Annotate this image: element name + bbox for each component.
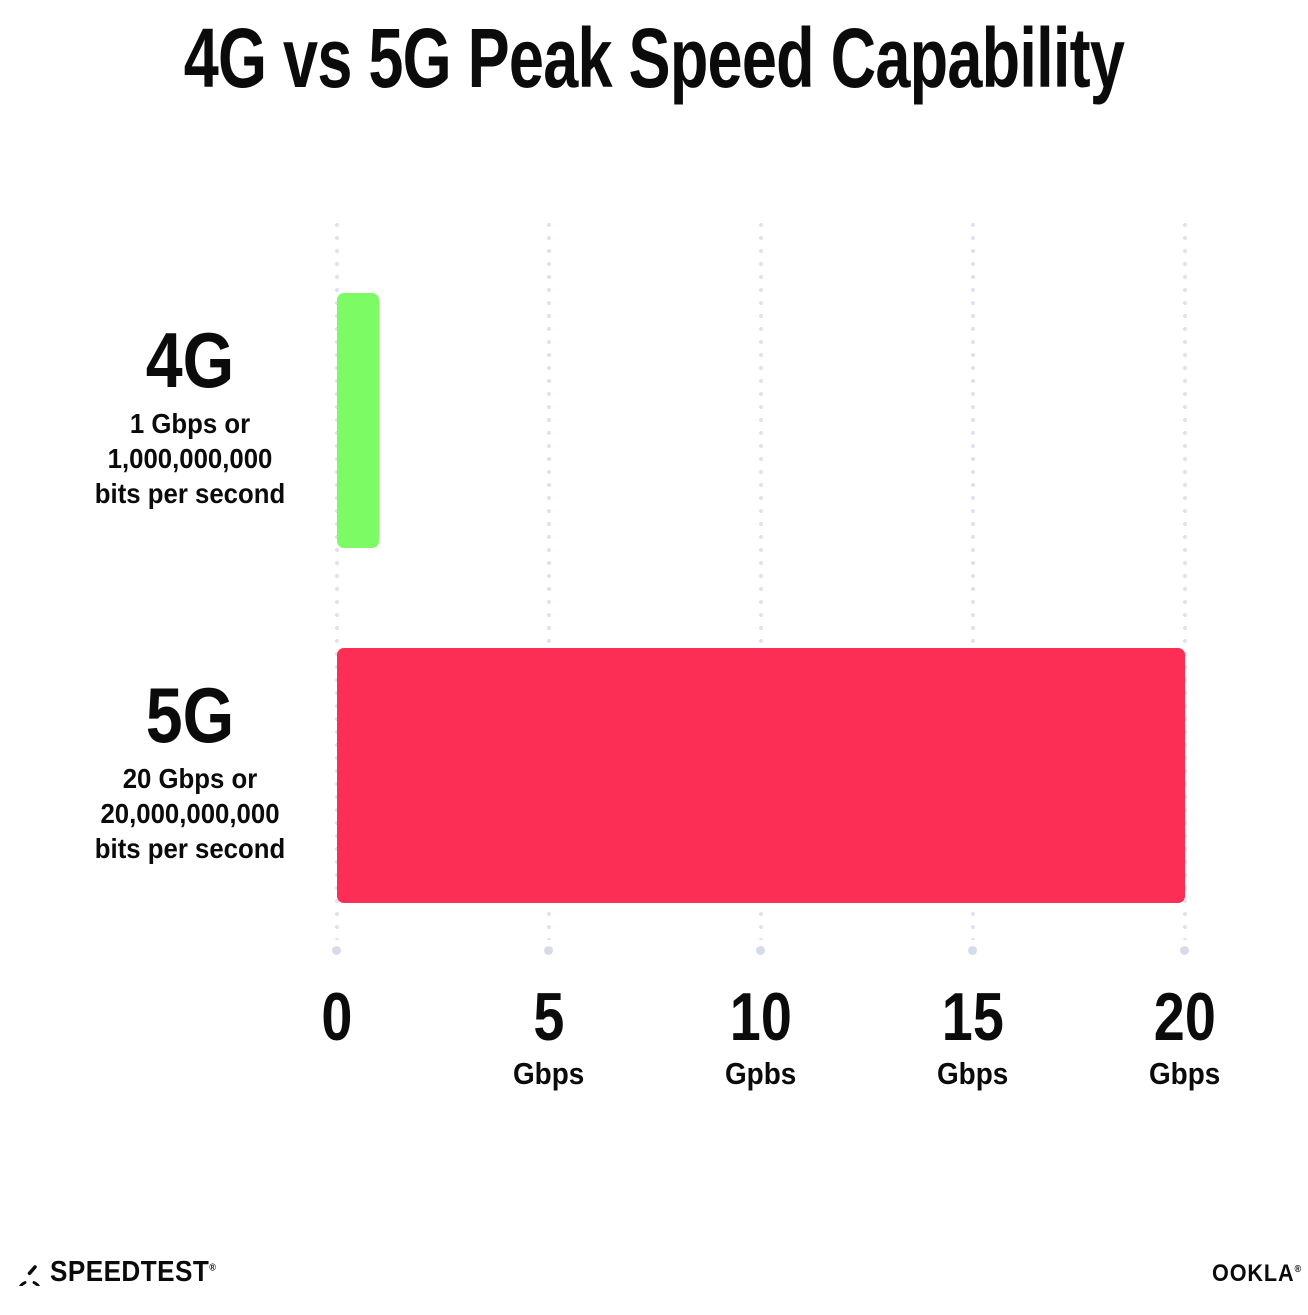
row-label-5g-title: 5G — [145, 671, 235, 759]
speedtest-trademark: ® — [209, 1262, 216, 1274]
x-tick-number: 15 — [941, 979, 1005, 1055]
x-tick-unit: Gbps — [937, 1056, 1009, 1091]
row-label-4g: 4G 1 Gbps or 1,000,000,000 bits per seco… — [40, 320, 340, 511]
x-tick-15: 15 Gbps — [863, 982, 1083, 1092]
row-label-4g-title: 4G — [145, 316, 235, 404]
speedtest-logo: SPEEDTEST® — [16, 1256, 234, 1289]
page-title: 4G vs 5G Peak Speed Capability — [0, 12, 1308, 104]
gridline-end-dot — [1180, 946, 1189, 955]
x-tick-unit: Gpbs — [725, 1056, 797, 1091]
gridline-end-dot — [968, 946, 977, 955]
desc-line: 1,000,000,000 — [107, 443, 273, 474]
x-tick-number: 0 — [321, 979, 353, 1055]
gridline-end-dot — [756, 946, 765, 955]
ookla-wordmark: OOKLA — [1212, 1260, 1295, 1287]
desc-line: 20,000,000,000 — [100, 798, 280, 829]
x-tick-number: 5 — [533, 979, 565, 1055]
x-tick-5: 5 Gbps — [439, 982, 659, 1092]
desc-line: bits per second — [94, 478, 286, 509]
x-tick-unit: Gbps — [1149, 1056, 1221, 1091]
x-tick-20: 20 Gbps — [1075, 982, 1295, 1092]
x-tick-number: 10 — [729, 979, 793, 1055]
bar-4g — [337, 293, 379, 548]
desc-line: bits per second — [94, 833, 286, 864]
gridline-20gbps — [1182, 222, 1188, 940]
gridline-end-dot — [544, 946, 553, 955]
x-tick-unit: Gbps — [513, 1056, 585, 1091]
row-label-4g-description: 1 Gbps or 1,000,000,000 bits per second — [52, 406, 328, 511]
speedtest-gauge-icon — [19, 1265, 40, 1286]
x-tick-number: 20 — [1153, 979, 1217, 1055]
desc-line: 20 Gbps or — [122, 763, 258, 794]
page-title-text: 4G vs 5G Peak Speed Capability — [183, 11, 1125, 105]
gridline-end-dot — [332, 946, 341, 955]
x-tick-10: 10 Gpbs — [651, 982, 871, 1092]
ookla-trademark: ® — [1294, 1264, 1302, 1275]
x-tick-0: 0 — [227, 982, 447, 1092]
bar-5g — [337, 648, 1185, 903]
gridline-0gbps — [334, 222, 340, 940]
row-label-5g-description: 20 Gbps or 20,000,000,000 bits per secon… — [52, 761, 328, 866]
speedtest-wordmark: SPEEDTEST® — [50, 1256, 216, 1288]
desc-line: 1 Gbps or — [129, 408, 251, 439]
ookla-logo: OOKLA® — [1212, 1260, 1301, 1288]
gridline-10gbps — [758, 222, 764, 940]
gridline-5gbps — [546, 222, 552, 940]
row-label-5g: 5G 20 Gbps or 20,000,000,000 bits per se… — [40, 675, 340, 866]
gridline-15gbps — [970, 222, 976, 940]
